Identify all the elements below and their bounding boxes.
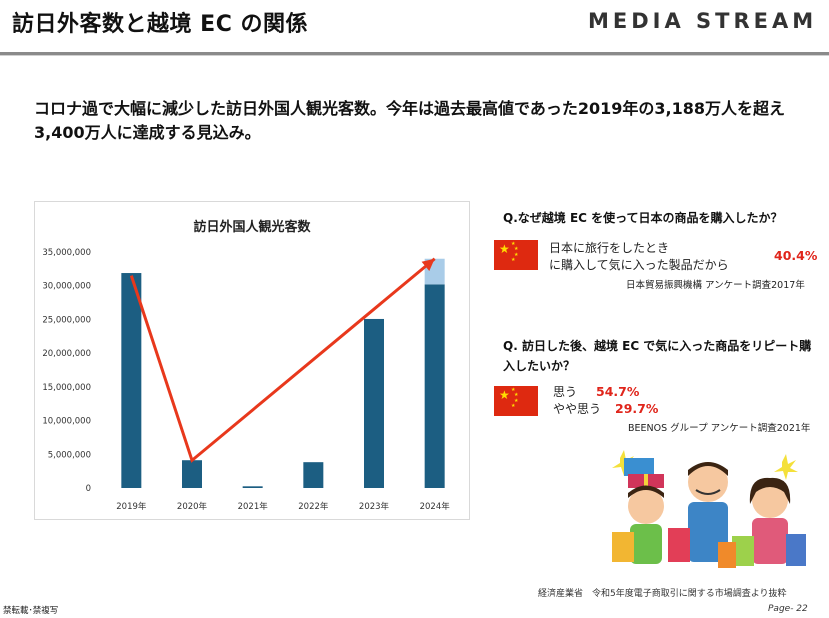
chart-title: 訪日外国人観光客数 [193,219,311,235]
flag-star-icon: ★ [511,241,516,247]
flag-star-icon: ★ [511,257,516,263]
page-number: Page- 22 [768,604,808,614]
bar [121,273,142,488]
y-tick-label: 15,000,000 [42,383,91,393]
y-tick-label: 20,000,000 [42,349,91,359]
china-flag-icon: ★ ★ ★ ★ ★ [494,386,538,416]
trend-line [129,257,436,463]
header-divider-thin [0,55,829,56]
x-tick-label: 2022年 [298,501,329,512]
slide-title: 訪日外客数と越境 EC の関係 [12,12,308,37]
x-tick-label: 2024年 [420,501,451,512]
flag-star-icon: ★ [511,403,516,409]
x-tick-label: 2023年 [359,501,390,512]
q1-answer-line1: 日本に旅行をしたとき [549,241,670,255]
flag-star-icon: ★ [514,246,519,252]
trend-arrowhead [421,258,435,272]
headline-text: コロナ過で大幅に減少した訪日外国人観光客数。今年は過去最高値であった2019年の… [34,99,785,142]
q1-source: 日本貿易振興機構 アンケート調査2017年 [626,280,805,291]
flag-star-icon: ★ [499,242,510,256]
q2-answer1: 思う [553,385,578,399]
y-tick-label: 0 [86,484,91,494]
q2-source: BEENOS グループ アンケート調査2021年 [628,423,811,434]
x-tick-label: 2020年 [177,501,208,512]
chart-canvas: 訪日外国人観光客数 0 5,000,000 10,000,000 15,000,000 2… [42,219,451,512]
bar [242,486,263,488]
x-tick-label: 2019年 [116,501,147,512]
x-tick-label: 2021年 [238,501,269,512]
bar [424,284,445,488]
bar [303,462,324,488]
y-tick-label: 5,000,000 [48,450,91,460]
flag-star-icon: ★ [514,392,519,398]
y-tick-label: 35,000,000 [42,248,91,258]
copyright-notice: 禁転載･禁複写 [3,606,59,616]
footer-source: 経済産業省 令和5年度電子商取引に関する市場調査より抜粋 [538,589,787,599]
media-stream-logo: MEDIA STREAM [588,9,818,33]
q2-answer2: やや思う [553,402,602,416]
shopping-family-illustration [608,448,808,578]
header-divider [0,52,829,55]
y-tick-label: 25,000,000 [42,315,91,325]
flag-star-icon: ★ [511,387,516,393]
flag-star-icon: ★ [514,398,519,404]
y-tick-label: 10,000,000 [42,417,91,427]
visitor-chart: 訪日外国人観光客数 0 5,000,000 10,000,000 15,000,000 2… [34,201,470,520]
q1-answer-line2: に購入して気に入った製品だから [549,258,729,272]
q1-question: Q.なぜ越境 EC を使って日本の商品を購入したか？ [503,211,783,225]
bar [364,318,384,488]
flag-star-icon: ★ [514,252,519,258]
q2-question: Q. 訪日した後、越境 EC で気に入った商品をリピート購入したいか？ [503,339,812,373]
y-tick-label: 30,000,000 [42,282,91,292]
q2-percent2: 29.7% [615,401,659,416]
china-flag-icon: ★ ★ ★ ★ ★ [494,240,538,270]
q1-percent: 40.4% [774,248,818,263]
flag-star-icon: ★ [499,388,510,402]
bar [182,460,202,488]
q2-percent1: 54.7% [596,384,640,399]
